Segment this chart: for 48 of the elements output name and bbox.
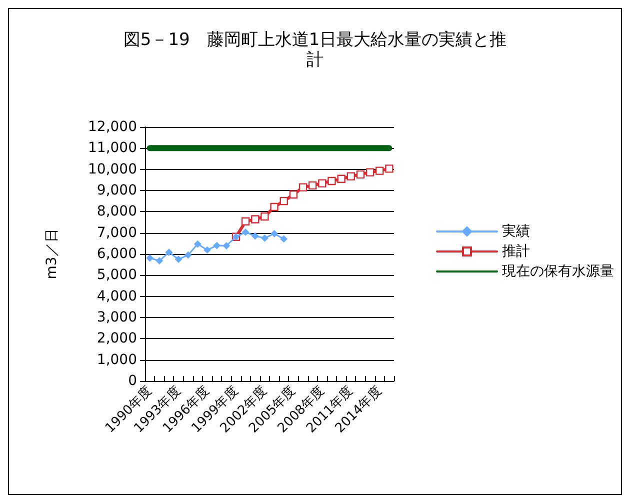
chart-title: 図5－19 藤岡町上水道1日最大給水量の実績と推計 (123, 30, 507, 70)
point (251, 215, 260, 224)
point (175, 256, 182, 263)
y-tick-label: 7,000 (96, 224, 137, 241)
y-tick-label: 0 (128, 373, 137, 389)
point (213, 242, 220, 250)
point (252, 232, 259, 240)
y-tick-label: 6,000 (96, 246, 137, 262)
point (280, 235, 288, 242)
y-tick-label: 12,000 (88, 119, 137, 135)
y-axis-title: m3／日 (44, 228, 60, 280)
point (366, 168, 374, 176)
y-tick-label: 3,000 (96, 310, 137, 326)
point (156, 257, 163, 264)
point (222, 242, 230, 250)
y-tick-label: 8,000 (96, 204, 137, 220)
legend-label: 現在の保有水源量 (502, 264, 614, 280)
point (184, 252, 192, 259)
point (261, 234, 268, 242)
point (204, 246, 211, 254)
point (280, 196, 288, 206)
point (346, 172, 356, 180)
point (241, 217, 250, 226)
point (318, 179, 326, 188)
y-tick-label: 11,000 (88, 140, 137, 156)
y-tick-label: 10,000 (88, 161, 137, 178)
point (146, 254, 154, 262)
point (260, 212, 269, 221)
point (328, 176, 336, 186)
point (242, 228, 250, 236)
point (356, 170, 365, 179)
legend-label: 実績 (502, 224, 530, 240)
legend-label: 推計 (502, 244, 530, 260)
y-tick-label: 2,000 (96, 330, 137, 347)
point (385, 164, 394, 173)
point (270, 202, 278, 212)
point (298, 183, 308, 192)
point (376, 166, 384, 175)
point (337, 174, 346, 183)
y-tick-label: 1,000 (96, 352, 137, 368)
point (270, 230, 278, 238)
point (165, 248, 172, 256)
point (308, 181, 317, 190)
y-tick-label: 4,000 (96, 288, 137, 304)
point (194, 240, 202, 248)
y-tick-label: 9,000 (96, 182, 137, 198)
point (289, 190, 298, 199)
y-tick-label: 5,000 (96, 267, 137, 284)
